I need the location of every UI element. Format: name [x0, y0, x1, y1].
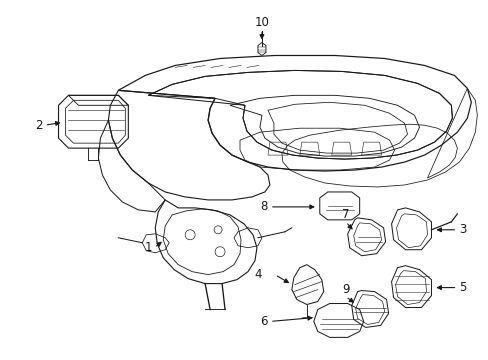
Text: 2: 2	[35, 119, 42, 132]
Text: 7: 7	[341, 208, 349, 221]
Text: 4: 4	[254, 268, 262, 281]
Text: 5: 5	[458, 281, 466, 294]
Text: 1: 1	[144, 241, 152, 254]
Text: 6: 6	[260, 315, 267, 328]
Text: 8: 8	[260, 201, 267, 213]
Text: 3: 3	[458, 223, 466, 236]
Text: 10: 10	[254, 16, 269, 29]
Text: 9: 9	[341, 283, 349, 296]
